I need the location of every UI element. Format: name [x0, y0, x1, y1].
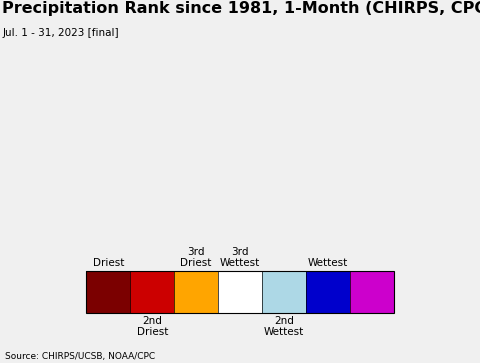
- Bar: [174, 271, 218, 313]
- Bar: [86, 271, 394, 313]
- Text: 2nd
Wettest: 2nd Wettest: [264, 315, 304, 337]
- Text: Jul. 1 - 31, 2023 [final]: Jul. 1 - 31, 2023 [final]: [2, 28, 119, 38]
- Text: 3rd
Driest: 3rd Driest: [180, 246, 212, 268]
- Text: 3rd
Wettest: 3rd Wettest: [220, 246, 260, 268]
- Text: Precipitation Rank since 1981, 1-Month (CHIRPS, CPC): Precipitation Rank since 1981, 1-Month (…: [2, 1, 480, 16]
- Text: Driest: Driest: [93, 258, 124, 268]
- Bar: [306, 271, 350, 313]
- Bar: [218, 271, 262, 313]
- Text: Source: CHIRPS/UCSB, NOAA/CPC
https://www.chc.ucsb.edu/data/chirps
http://www.cp: Source: CHIRPS/UCSB, NOAA/CPC https://ww…: [5, 352, 175, 363]
- Bar: [262, 271, 306, 313]
- Bar: [86, 271, 130, 313]
- Bar: [130, 271, 174, 313]
- Text: Wettest: Wettest: [308, 258, 348, 268]
- Bar: [350, 271, 394, 313]
- Text: 2nd
Driest: 2nd Driest: [136, 315, 168, 337]
